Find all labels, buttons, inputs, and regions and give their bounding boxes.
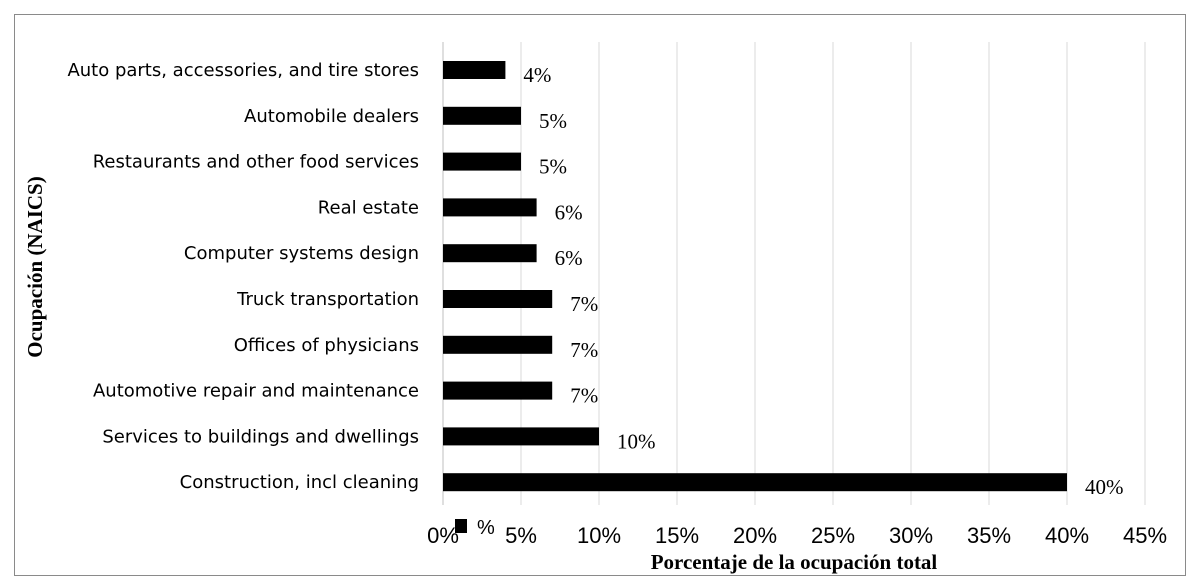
category-label: Restaurants and other food services bbox=[93, 152, 419, 173]
x-tick-label: 15% bbox=[655, 523, 699, 548]
data-label: 7% bbox=[570, 292, 598, 316]
legend-label: % bbox=[477, 517, 495, 539]
x-tick-labels: 0% 5% 10% 15% 20% 25% 30% 35% 40% 45% bbox=[427, 523, 1167, 548]
x-tick-label: 45% bbox=[1123, 523, 1167, 548]
x-tick-label: 35% bbox=[967, 523, 1011, 548]
category-label: Services to buildings and dwellings bbox=[102, 426, 419, 447]
legend-swatch bbox=[455, 519, 467, 533]
x-tick-label: 0% bbox=[427, 523, 459, 548]
data-label: 6% bbox=[555, 246, 583, 270]
category-label: Auto parts, accessories, and tire stores bbox=[67, 60, 419, 81]
bar bbox=[443, 427, 599, 446]
category-label: Automotive repair and maintenance bbox=[93, 381, 419, 402]
x-tick-label: 30% bbox=[889, 523, 933, 548]
data-label: 7% bbox=[570, 338, 598, 362]
category-label: Automobile dealers bbox=[244, 106, 419, 127]
data-label: 40% bbox=[1085, 475, 1124, 499]
bar bbox=[443, 381, 553, 400]
y-axis-title: Ocupación (NAICS) bbox=[23, 176, 47, 357]
data-label: 10% bbox=[617, 429, 656, 453]
x-tick-label: 20% bbox=[733, 523, 777, 548]
bar bbox=[443, 106, 521, 125]
bar bbox=[443, 61, 506, 79]
category-labels: Auto parts, accessories, and tire stores… bbox=[67, 60, 419, 493]
data-label: 5% bbox=[539, 109, 567, 133]
bar bbox=[443, 335, 553, 354]
category-label: Computer systems design bbox=[184, 243, 419, 264]
category-label: Offices of physicians bbox=[234, 335, 419, 356]
data-label: 6% bbox=[555, 200, 583, 224]
category-label: Real estate bbox=[318, 197, 419, 218]
category-label: Construction, incl cleaning bbox=[180, 472, 419, 493]
data-label: 7% bbox=[570, 384, 598, 408]
x-tick-label: 40% bbox=[1045, 523, 1089, 548]
bar bbox=[443, 473, 1067, 492]
category-label: Truck transportation bbox=[236, 289, 419, 310]
data-label: 4% bbox=[523, 63, 551, 87]
bar bbox=[443, 290, 553, 308]
x-axis-title: Porcentaje de la ocupación total bbox=[651, 550, 938, 574]
bar bbox=[443, 152, 521, 171]
chart-frame bbox=[14, 14, 1186, 576]
data-label: 5% bbox=[539, 155, 567, 179]
bars bbox=[443, 61, 1067, 492]
x-tick-label: 10% bbox=[577, 523, 621, 548]
x-tick-label: 5% bbox=[505, 523, 537, 548]
legend: % bbox=[455, 517, 495, 539]
x-tick-label: 25% bbox=[811, 523, 855, 548]
bar bbox=[443, 198, 537, 217]
value-labels: 4% 5% 5% 6% 6% 7% 7% 7% 10% 40% bbox=[523, 63, 1123, 499]
bar bbox=[443, 244, 537, 263]
